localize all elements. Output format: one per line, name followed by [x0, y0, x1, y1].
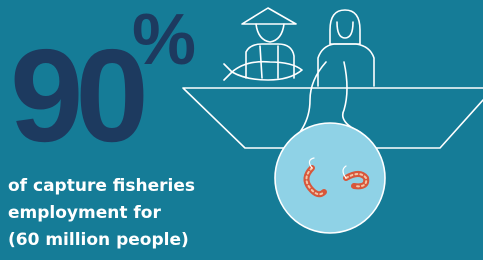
caption-line: employment for	[8, 205, 161, 222]
head	[256, 24, 284, 42]
hood	[330, 10, 360, 44]
stat-unit: %	[132, 4, 196, 76]
stat-number: 90	[10, 30, 141, 162]
fish	[224, 62, 302, 80]
face	[337, 22, 353, 38]
hat	[242, 8, 296, 24]
caption-line: of capture fisheries	[8, 178, 195, 195]
body	[246, 44, 294, 78]
infographic: 90 % of capture fisheries employment for…	[0, 0, 483, 260]
caption-line: (60 million people)	[8, 232, 189, 249]
net	[300, 62, 360, 132]
